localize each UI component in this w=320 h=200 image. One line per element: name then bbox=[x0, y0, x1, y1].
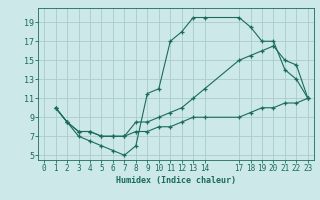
X-axis label: Humidex (Indice chaleur): Humidex (Indice chaleur) bbox=[116, 176, 236, 185]
